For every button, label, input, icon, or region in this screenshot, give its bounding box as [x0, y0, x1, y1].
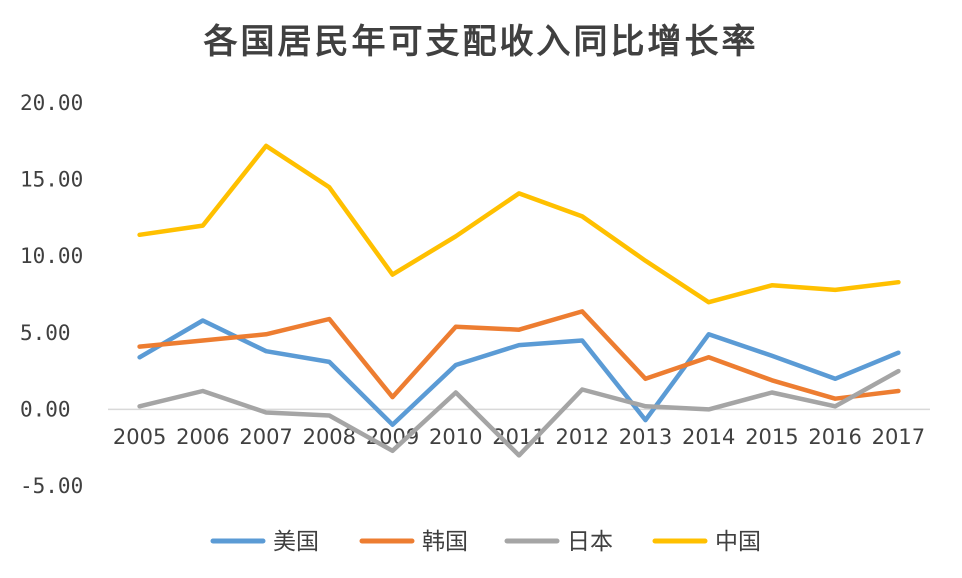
legend: 美国 韩国 日本 中国 — [210, 529, 761, 555]
x-tick-label: 2017 — [872, 425, 925, 449]
x-tick-label: 2009 — [366, 425, 419, 449]
x-tick-label: 2013 — [619, 425, 672, 449]
x-tick-label: 2012 — [556, 425, 609, 449]
y-tick-label: 15.00 — [20, 168, 83, 192]
x-tick-label: 2010 — [429, 425, 482, 449]
x-tick-label: 2007 — [239, 425, 292, 449]
series-line-4 — [137, 143, 901, 305]
y-tick-label: 0.00 — [20, 397, 71, 421]
chart-title: 各国居民年可支配收入同比增长率 — [203, 22, 759, 62]
legend-label: 日本 — [567, 529, 613, 555]
y-tick-label: 10.00 — [20, 244, 83, 268]
x-tick-label: 2005 — [113, 425, 166, 449]
legend-label: 美国 — [273, 529, 319, 555]
x-tick-label: 2014 — [682, 425, 735, 449]
series-line-1 — [137, 318, 901, 427]
legend-label: 中国 — [715, 529, 761, 555]
x-tick-label: 2015 — [745, 425, 798, 449]
x-axis-ticks: 2005 2006 2007 2008 2009 2010 2011 2012 2013 2014… — [113, 425, 925, 449]
x-tick-label: 2006 — [176, 425, 229, 449]
series-lines — [137, 143, 901, 458]
y-tick-label: 20.00 — [20, 91, 83, 115]
x-tick-label: 2016 — [808, 425, 861, 449]
y-tick-label: 5.00 — [20, 321, 71, 345]
series-line-3 — [137, 368, 901, 458]
y-tick-label: -5.00 — [20, 474, 83, 498]
legend-label: 韩国 — [422, 529, 468, 555]
y-axis-ticks: -5.00 0.00 5.00 10.00 15.00 20.00 — [20, 91, 83, 498]
x-tick-label: 2008 — [303, 425, 356, 449]
series-line-2 — [137, 309, 901, 401]
